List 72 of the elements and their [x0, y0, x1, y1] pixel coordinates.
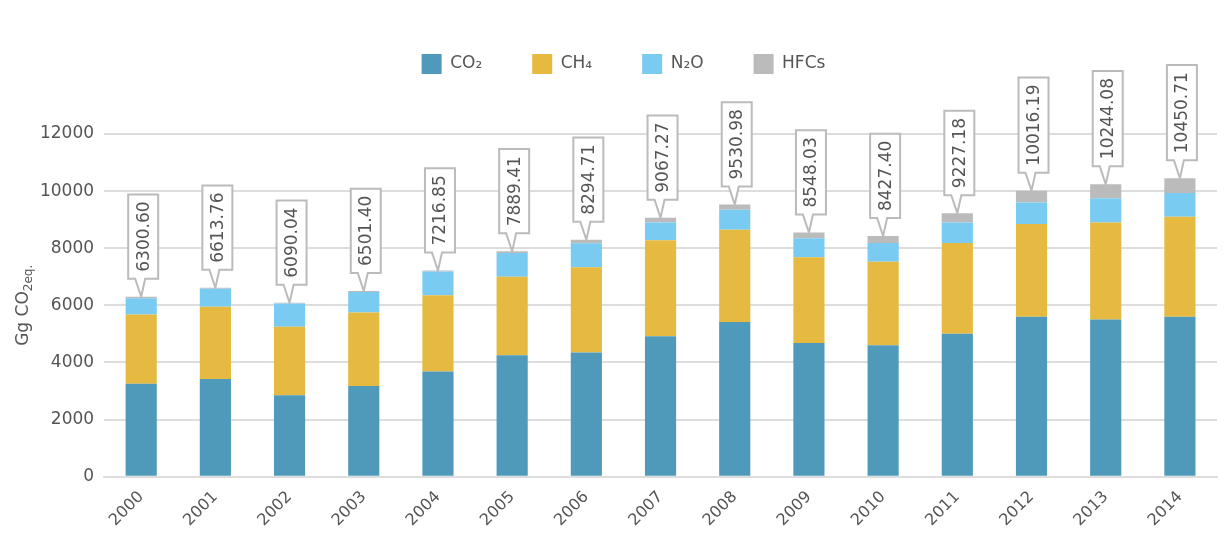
total-label: 10450.71	[1171, 72, 1192, 154]
bar	[793, 238, 825, 258]
legend-label: CO₂	[450, 52, 483, 73]
bar	[941, 243, 973, 334]
bar	[793, 343, 825, 476]
total-label: 6090.04	[280, 207, 301, 278]
total-label: 7216.85	[429, 175, 450, 246]
bar	[199, 306, 231, 379]
bar	[793, 257, 825, 344]
y-tick-label: 6000	[50, 293, 95, 314]
total-label: 6501.40	[355, 195, 376, 267]
bar	[644, 336, 677, 476]
bar	[867, 243, 899, 262]
total-label: 7889.41	[503, 156, 524, 227]
bar	[273, 326, 306, 396]
bar	[273, 303, 306, 327]
y-tick-label: 2000	[50, 407, 95, 428]
bar	[422, 295, 454, 372]
bar	[1015, 316, 1048, 476]
bar	[570, 352, 602, 476]
bar	[719, 209, 751, 230]
total-label: 10016.19	[1022, 84, 1043, 166]
total-label: 8294.71	[577, 144, 598, 215]
total-label: 9530.98	[726, 109, 747, 180]
bar	[348, 312, 380, 387]
y-tick-label: 10000	[39, 179, 95, 200]
bar	[1090, 222, 1122, 320]
bar	[570, 243, 602, 268]
bar	[644, 222, 677, 241]
y-tick-label: 12000	[39, 122, 95, 143]
bar	[719, 229, 751, 322]
y-tick-label: 4000	[50, 350, 95, 371]
bar	[570, 267, 602, 353]
total-label: 10244.08	[1097, 78, 1118, 160]
legend-label: N₂O	[670, 52, 704, 73]
total-label: 8427.40	[874, 140, 895, 212]
bar	[199, 288, 231, 307]
bar	[1164, 316, 1196, 476]
bar	[941, 333, 973, 476]
y-axis-title: Gg CO2eq.	[12, 264, 36, 346]
bar	[496, 276, 528, 356]
y-tick-label: 8000	[50, 236, 95, 257]
bar	[348, 291, 380, 313]
bar	[867, 261, 899, 346]
total-label: 9227.18	[948, 117, 969, 189]
total-label: 9067.27	[651, 122, 672, 193]
bar	[125, 383, 157, 476]
bar	[496, 253, 528, 277]
bar	[125, 298, 157, 315]
bar	[1090, 198, 1122, 223]
legend-label: HFCs	[782, 52, 826, 73]
y-tick-label: 0	[83, 465, 95, 486]
bar	[1164, 216, 1196, 317]
bar	[644, 240, 677, 337]
bar	[496, 355, 528, 476]
bar	[273, 395, 306, 476]
bar	[1015, 202, 1048, 224]
total-label: 6613.76	[206, 192, 227, 263]
bar	[125, 314, 157, 384]
total-label: 6300.60	[132, 201, 153, 272]
bar	[941, 222, 973, 244]
bar	[1164, 193, 1196, 217]
bar	[867, 345, 899, 476]
bar	[199, 378, 231, 476]
bar	[348, 386, 380, 476]
bar	[1015, 223, 1048, 317]
bar	[719, 321, 751, 476]
legend-label: CH₄	[560, 52, 593, 73]
bar	[1090, 319, 1122, 476]
bar	[422, 371, 454, 476]
total-label: 8548.03	[800, 137, 821, 208]
bar	[422, 271, 454, 296]
